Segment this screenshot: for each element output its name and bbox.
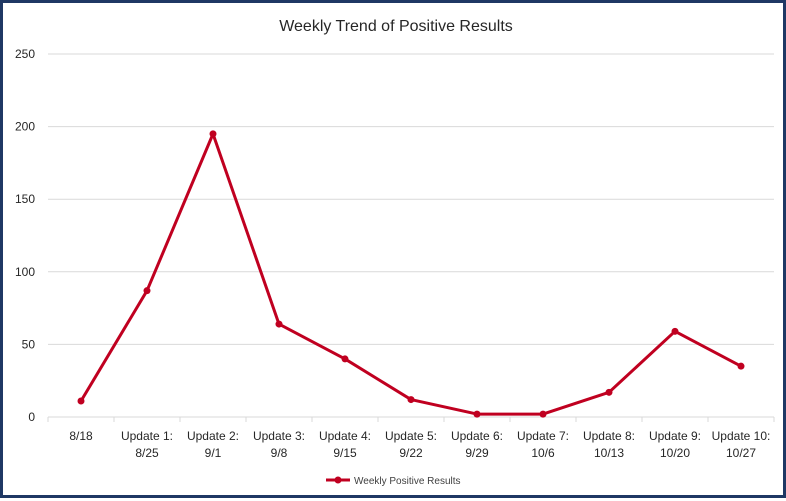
y-tick-label: 250 (15, 47, 35, 61)
x-tick-label: Update 4: 9/15 (319, 429, 371, 460)
x-tick-label: Update 2: 9/1 (187, 429, 239, 460)
x-tick-label: Update 1: 8/25 (121, 429, 173, 460)
legend: Weekly Positive Results (326, 476, 461, 487)
series-line (79, 132, 742, 416)
legend-label: Weekly Positive Results (354, 476, 461, 487)
y-tick-label: 0 (28, 410, 35, 424)
gridlines (48, 53, 774, 345)
x-axis: 8/18 Update 1: 8/25 Update 2: 9/1 Update 3: 9/… (47, 416, 775, 460)
data-point (605, 388, 613, 396)
legend-marker (334, 476, 342, 484)
y-tick-label: 150 (15, 192, 35, 206)
data-point (539, 410, 547, 418)
data-point (407, 396, 415, 404)
y-tick-label: 100 (15, 265, 35, 279)
x-tick-label: Update 10: 10/27 (712, 429, 771, 460)
y-tick-label: 200 (15, 120, 35, 134)
y-axis: 0 50 100 150 200 250 (15, 47, 35, 424)
data-point (77, 397, 85, 405)
data-point (671, 327, 679, 335)
y-tick-label: 50 (22, 337, 36, 351)
x-tick-label: Update 8: 10/13 (583, 429, 635, 460)
x-tick-label: Update 3: 9/8 (253, 429, 305, 460)
x-tick-label: Update 9: 10/20 (649, 429, 701, 460)
x-tick-label: Update 6: 9/29 (451, 429, 503, 460)
data-point (341, 355, 349, 363)
data-point (473, 410, 481, 418)
data-point (209, 130, 217, 138)
x-tick-label: Update 7: 10/6 (517, 429, 569, 460)
chart-title: Weekly Trend of Positive Results (279, 18, 513, 35)
x-tick-label: Update 5: 9/22 (385, 429, 437, 460)
x-tick-label: 8/18 (69, 429, 93, 443)
data-point (143, 287, 151, 295)
data-point (737, 362, 745, 370)
data-point (275, 320, 283, 328)
line-chart: Weekly Trend of Positive Results 0 50 100 1… (15, 18, 775, 487)
series-layer (77, 130, 745, 418)
